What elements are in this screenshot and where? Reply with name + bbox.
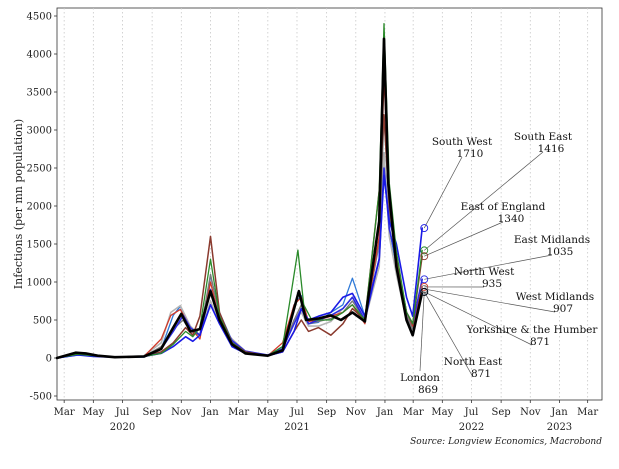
series-line-north-west bbox=[56, 76, 423, 359]
series-line-north-east bbox=[56, 152, 423, 359]
callout-value-west-midlands: 907 bbox=[553, 303, 573, 315]
series-line-east-of-england bbox=[56, 114, 423, 359]
marker-east-of-england bbox=[420, 252, 429, 261]
x-axis-year-labels: 2020 2021 2022 2023 bbox=[110, 422, 572, 433]
x-tick-label: Mar bbox=[54, 407, 75, 418]
vertical-gridlines bbox=[63, 8, 589, 400]
year-label: 2020 bbox=[110, 422, 135, 433]
y-tick-label: 1000 bbox=[27, 278, 52, 289]
y-axis-label: Infections (per mn population) bbox=[12, 119, 25, 289]
callout-name-east-midlands: East Midlands bbox=[514, 234, 590, 246]
year-label: 2023 bbox=[547, 422, 572, 433]
callout-name-south-east: South East bbox=[514, 131, 573, 143]
x-tick-label: Sep bbox=[492, 407, 511, 418]
x-tick-label: Mar bbox=[403, 407, 424, 418]
leader-london bbox=[419, 291, 425, 372]
marker-london bbox=[420, 288, 429, 296]
series-line-west-midlands bbox=[56, 114, 423, 359]
callout-value-east-of-england: 1340 bbox=[498, 213, 525, 225]
plot-frame bbox=[56, 7, 603, 401]
x-tick-label: Nov bbox=[346, 407, 367, 418]
leader-east-of-england bbox=[424, 221, 504, 257]
year-label: 2022 bbox=[459, 422, 484, 433]
y-tick-label: 500 bbox=[33, 316, 52, 327]
callout-name-yorkshire-the-humber: Yorkshire & the Humber bbox=[466, 324, 599, 336]
y-tick-label: -500 bbox=[30, 392, 52, 403]
y-tick-label: 3500 bbox=[27, 88, 52, 99]
callout-value-north-west: 935 bbox=[482, 278, 502, 290]
x-tick-label: Nov bbox=[520, 407, 541, 418]
callout-name-west-midlands: West Midlands bbox=[516, 291, 594, 303]
y-tick-label: 2000 bbox=[27, 202, 52, 213]
year-label: 2021 bbox=[284, 422, 309, 433]
leader-east-midlands bbox=[424, 254, 553, 280]
x-tick-label: Nov bbox=[171, 407, 192, 418]
x-tick-label: Sep bbox=[317, 407, 336, 418]
callout-name-london: London bbox=[400, 372, 440, 384]
callout-name-north-west: North West bbox=[454, 266, 515, 278]
x-tick-label: Mar bbox=[228, 407, 249, 418]
x-tick-label: Jul bbox=[289, 407, 304, 418]
callout-value-east-midlands: 1035 bbox=[547, 246, 574, 258]
callout-value-yorkshire-the-humber: 871 bbox=[530, 336, 550, 348]
callout-value-north-east: 871 bbox=[471, 368, 491, 380]
x-axis-ticks: Mar May Jul Sep Nov Jan Mar May Jul Sep Nov Jan Mar M… bbox=[54, 400, 598, 418]
y-axis-ticks: -500 0 500 1000 1500 2000 2500 3000 3500 4000 4500 bbox=[27, 12, 57, 403]
source-note: Source: Longview Economics, Macrobond bbox=[410, 437, 602, 447]
leader-west-midlands bbox=[424, 288, 556, 313]
series-line-yorkshire-the-humber bbox=[56, 152, 423, 359]
series-line-south-west bbox=[56, 174, 423, 359]
marker-east-midlands bbox=[420, 275, 429, 284]
x-tick-label: Jul bbox=[464, 407, 479, 418]
x-tick-label: May bbox=[82, 407, 104, 418]
leader-south-east bbox=[424, 151, 544, 251]
marker-north-west bbox=[420, 282, 429, 291]
callout-value-london: 869 bbox=[418, 384, 438, 396]
y-tick-label: 4500 bbox=[27, 12, 52, 23]
x-tick-label: Jan bbox=[201, 407, 219, 418]
x-tick-label: Mar bbox=[577, 407, 598, 418]
callout-name-east-of-england: East of England bbox=[461, 201, 546, 213]
x-tick-label: Jan bbox=[376, 407, 394, 418]
series-lines bbox=[55, 22, 424, 360]
leader-north-east bbox=[423, 291, 474, 378]
leader-south-west bbox=[423, 156, 463, 229]
callout-name-north-east: North East bbox=[444, 356, 503, 368]
callout-value-south-east: 1416 bbox=[538, 143, 565, 155]
callout-name-south-west: South West bbox=[432, 136, 493, 148]
leader-yorkshire-the-humber bbox=[424, 291, 533, 346]
marker-south-east bbox=[420, 246, 429, 255]
y-tick-label: 4000 bbox=[27, 50, 52, 61]
x-tick-label: Jul bbox=[115, 407, 130, 418]
y-tick-label: 1500 bbox=[27, 240, 52, 251]
x-tick-label: May bbox=[257, 407, 279, 418]
y-tick-label: 3000 bbox=[27, 126, 52, 137]
x-tick-label: May bbox=[431, 407, 453, 418]
y-tick-label: 2500 bbox=[27, 164, 52, 175]
series-line-east-midlands bbox=[56, 167, 423, 359]
series-line-london bbox=[55, 37, 424, 360]
marker-south-west bbox=[420, 224, 429, 232]
callout-value-south-west: 1710 bbox=[457, 148, 484, 160]
x-tick-label: Sep bbox=[143, 407, 162, 418]
x-tick-label: Jan bbox=[550, 407, 568, 418]
y-tick-label: 0 bbox=[46, 354, 52, 365]
